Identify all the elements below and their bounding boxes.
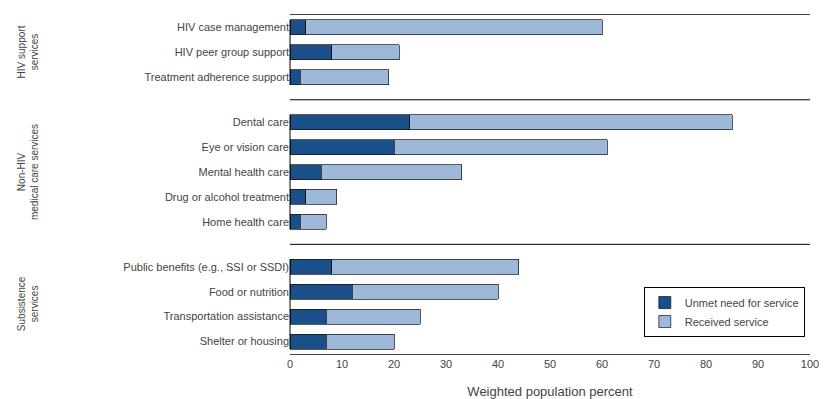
svg-text:40: 40 xyxy=(492,358,504,370)
svg-text:HIV case management: HIV case management xyxy=(177,21,289,33)
svg-text:Unmet need for service: Unmet need for service xyxy=(685,297,799,309)
svg-text:10: 10 xyxy=(336,358,348,370)
svg-text:90: 90 xyxy=(752,358,764,370)
svg-text:Transportation assistance: Transportation assistance xyxy=(163,310,289,322)
svg-text:Dental care: Dental care xyxy=(233,116,289,128)
svg-text:60: 60 xyxy=(596,358,608,370)
svg-text:Home health care: Home health care xyxy=(202,216,289,228)
svg-text:HIV supportservices: HIV supportservices xyxy=(16,25,40,78)
svg-text:100: 100 xyxy=(801,358,819,370)
svg-text:30: 30 xyxy=(440,358,452,370)
svg-text:Drug or alcohol treatment: Drug or alcohol treatment xyxy=(165,191,289,203)
svg-text:20: 20 xyxy=(388,358,400,370)
svg-text:70: 70 xyxy=(648,358,660,370)
svg-text:50: 50 xyxy=(544,358,556,370)
svg-text:80: 80 xyxy=(700,358,712,370)
svg-text:Food or nutrition: Food or nutrition xyxy=(209,286,289,298)
svg-text:Public benefits (e.g., SSI or: Public benefits (e.g., SSI or SSDI) xyxy=(123,261,289,273)
svg-text:Subsistenceservices: Subsistenceservices xyxy=(16,276,40,331)
svg-text:Mental health care: Mental health care xyxy=(199,166,290,178)
svg-text:Treatment adherence support: Treatment adherence support xyxy=(144,71,289,83)
svg-text:HIV peer group support: HIV peer group support xyxy=(175,46,289,58)
svg-text:Eye or vision care: Eye or vision care xyxy=(202,141,289,153)
svg-text:Non-HIVmedical care services: Non-HIVmedical care services xyxy=(16,124,40,220)
svg-text:Weighted population percent: Weighted population percent xyxy=(467,384,633,399)
svg-text:0: 0 xyxy=(287,358,293,370)
svg-text:Received service: Received service xyxy=(685,316,769,328)
svg-text:Shelter or housing: Shelter or housing xyxy=(200,335,289,347)
